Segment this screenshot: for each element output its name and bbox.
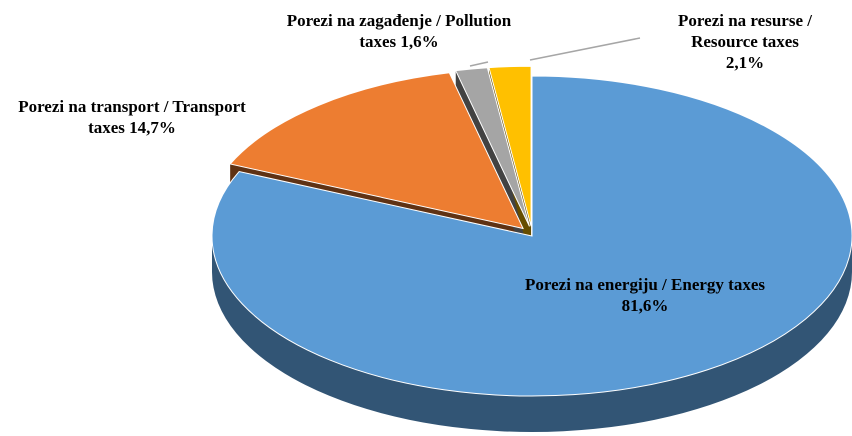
value-label: 14,7% bbox=[129, 118, 176, 137]
slice-label: Porezi na transport / Transport taxes 14… bbox=[4, 96, 260, 138]
category-label: Porezi na resurse / Resource taxes bbox=[678, 11, 812, 51]
slice-label: Porezi na zagađenje / Pollution taxes 1,… bbox=[274, 10, 524, 52]
value-label: 81,6% bbox=[621, 296, 669, 315]
leader-line bbox=[469, 61, 489, 67]
value-label: 1,6% bbox=[400, 32, 439, 51]
category-label: Porezi na transport / Transport taxes bbox=[18, 97, 246, 137]
category-label: Porezi na zagađenje / Pollution taxes bbox=[286, 11, 512, 51]
slice bbox=[229, 72, 524, 230]
slice-label: Porezi na energiju / Energy taxes 81,6% bbox=[460, 274, 830, 316]
slice-side bbox=[212, 236, 852, 432]
slice bbox=[488, 65, 532, 227]
slice bbox=[211, 75, 852, 397]
value-label: 2,1% bbox=[725, 53, 765, 72]
slice-label: Porezi na resurse / Resource taxes 2,1% bbox=[660, 10, 830, 73]
slice bbox=[454, 67, 530, 227]
category-label: Porezi na energiju / Energy taxes bbox=[524, 275, 765, 294]
leader-line bbox=[529, 37, 641, 61]
